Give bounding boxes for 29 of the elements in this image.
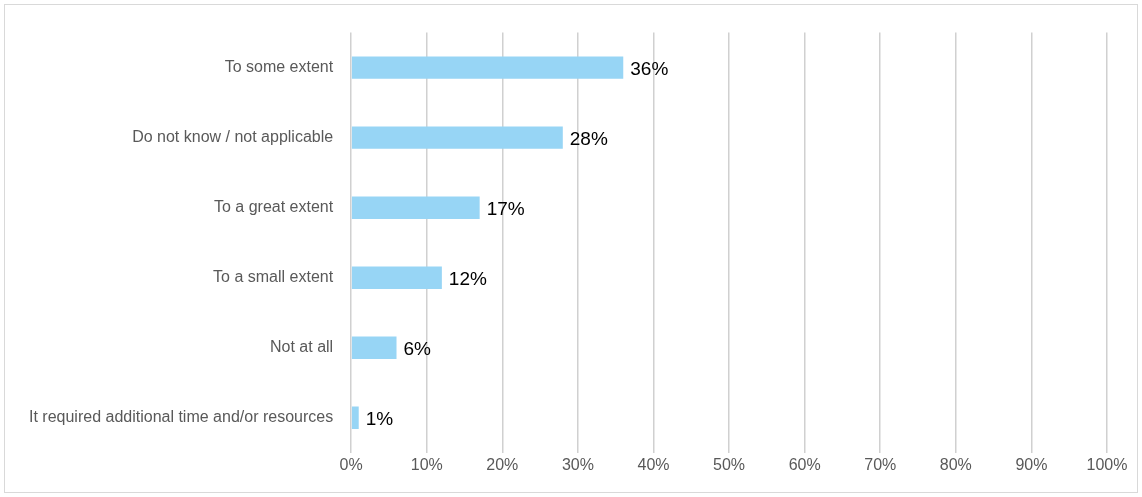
x-tick-label: 0% [339,455,363,473]
data-label: 12% [448,267,487,289]
x-tick-label: 60% [788,455,821,473]
data-label: 36% [630,57,669,79]
y-tick-label: To a small extent [213,268,334,286]
data-label: 6% [403,337,432,359]
x-tick-label: 80% [939,455,972,473]
x-tick-label: 40% [637,455,670,473]
data-label: 17% [486,197,525,219]
y-tick-label: Not at all [270,338,334,356]
x-tick-label: 10% [410,455,443,473]
x-tick-label: 50% [713,455,746,473]
x-tick-label: 30% [561,455,594,473]
y-tick-label: To a great extent [213,198,334,216]
x-tick-label: 70% [864,455,897,473]
x-tick-label: 100% [1086,455,1128,473]
y-tick-label: To some extent [224,58,334,76]
bar [351,56,624,79]
data-label: 1% [365,408,394,430]
bar [351,336,397,359]
bar [351,406,359,429]
bar [351,266,442,289]
y-tick-label: Do not know / not applicable [132,128,334,146]
x-tick-label: 90% [1015,455,1048,473]
bar [351,126,563,149]
x-tick-label: 20% [486,455,519,473]
bar [351,196,480,219]
y-tick-label: It required additional time and/or resources [28,408,334,426]
data-label: 28% [569,127,608,149]
